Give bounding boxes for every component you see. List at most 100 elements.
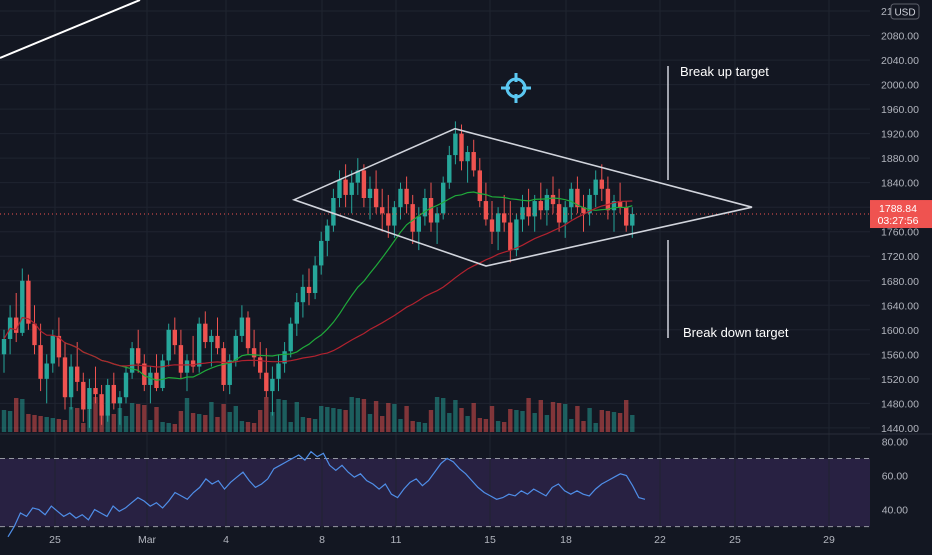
price-tick-label: 1840.00 [881,178,919,190]
candle-body [630,213,635,226]
candle-body [538,201,543,211]
candle-body [312,265,318,294]
volume-bar [520,411,525,432]
candle-body [294,302,299,324]
candle-body [343,179,348,195]
price-tick-label: 1600.00 [881,325,919,337]
candle-body [197,323,202,367]
volume-bar [68,407,74,432]
candle-body [624,207,629,226]
candle-body [282,351,287,364]
candle-body [587,194,592,214]
candle-body [386,213,391,226]
candle-body [190,360,196,367]
volume-bar [93,397,98,432]
volume-bar [483,419,489,432]
candle-body [203,323,208,343]
candle-body [617,201,623,208]
time-tick-label: 8 [319,534,325,546]
candle-body [471,152,476,171]
volume-bar [111,414,116,432]
price-tick-label: 2000.00 [881,80,919,92]
volume-bar [526,398,531,432]
volume-bar [160,422,165,432]
volume-bar [386,403,391,432]
rsi-tick-label: 60.00 [882,470,908,482]
candle-body [398,188,403,208]
candle-body [105,384,110,416]
trend-drawing-line[interactable] [0,0,141,59]
candle-body [373,188,379,208]
volume-bar [50,418,55,432]
volume-bar [428,410,434,432]
volume-bar [569,419,574,432]
candle-body [123,372,129,398]
volume-bar [105,413,110,432]
break-up-target-label[interactable]: Break up target [680,64,769,79]
time-tick-label: 25 [729,534,741,546]
current-price-value: 1788.84 [879,203,917,215]
volume-bar [227,412,232,432]
volume-bar [617,413,623,432]
candle-body [258,357,263,373]
candle-body [599,179,604,189]
price-tick-label: 1880.00 [881,153,919,165]
candle-body [209,335,214,343]
volume-bar [270,412,275,432]
crosshair-target-icon[interactable] [501,73,531,103]
candle-body [129,348,135,373]
volume-bar [221,404,226,432]
volume-bar [325,407,330,432]
volume-bar [154,407,159,432]
candle-body [465,152,470,162]
candle-body [56,335,62,358]
volume-bar [563,404,568,432]
candle-body [502,213,507,223]
time-tick-label: 29 [823,534,835,546]
volume-bar [630,415,635,432]
candle-body [453,133,458,156]
volume-bar [288,422,293,432]
candle-body [44,363,49,379]
volume-bar [81,423,86,432]
price-tick-label: 1560.00 [881,349,919,361]
candle-body [172,329,177,346]
break-down-target-label[interactable]: Break down target [683,325,789,340]
candle-body [489,219,495,232]
candle-body [38,345,43,379]
candle-body [520,207,525,220]
candle-body [264,372,269,392]
volume-bar [319,406,324,432]
volume-bar [282,400,287,432]
candle-body [68,366,74,398]
rsi-indicator [0,450,870,538]
volume-bar [251,423,257,432]
candle-body [276,363,281,379]
candle-body [526,207,531,217]
candle-body [563,207,568,223]
candlestick-series [1,121,635,428]
currency-badge[interactable]: USD [890,3,920,20]
volume-bar [502,422,507,432]
time-tick-label: 18 [560,534,572,546]
volume-bar [129,403,135,432]
price-tick-label: 1440.00 [881,423,919,435]
rsi-band-fill [0,458,870,527]
volume-bar [337,409,342,432]
current-price-badge: 1788.84 03:27:56 [870,200,932,229]
volume-bar [581,421,586,432]
volume-bar [312,419,318,432]
volume-bar [44,417,49,432]
candle-body [136,348,141,364]
candle-body [178,345,184,373]
candle-body [361,170,367,198]
volume-bar [349,397,354,432]
candle-body [227,360,232,385]
diamond-pattern[interactable] [291,127,753,267]
volume-bar [367,414,373,432]
candle-body [288,323,293,352]
candle-body [215,335,220,349]
volume-bar [587,408,592,432]
